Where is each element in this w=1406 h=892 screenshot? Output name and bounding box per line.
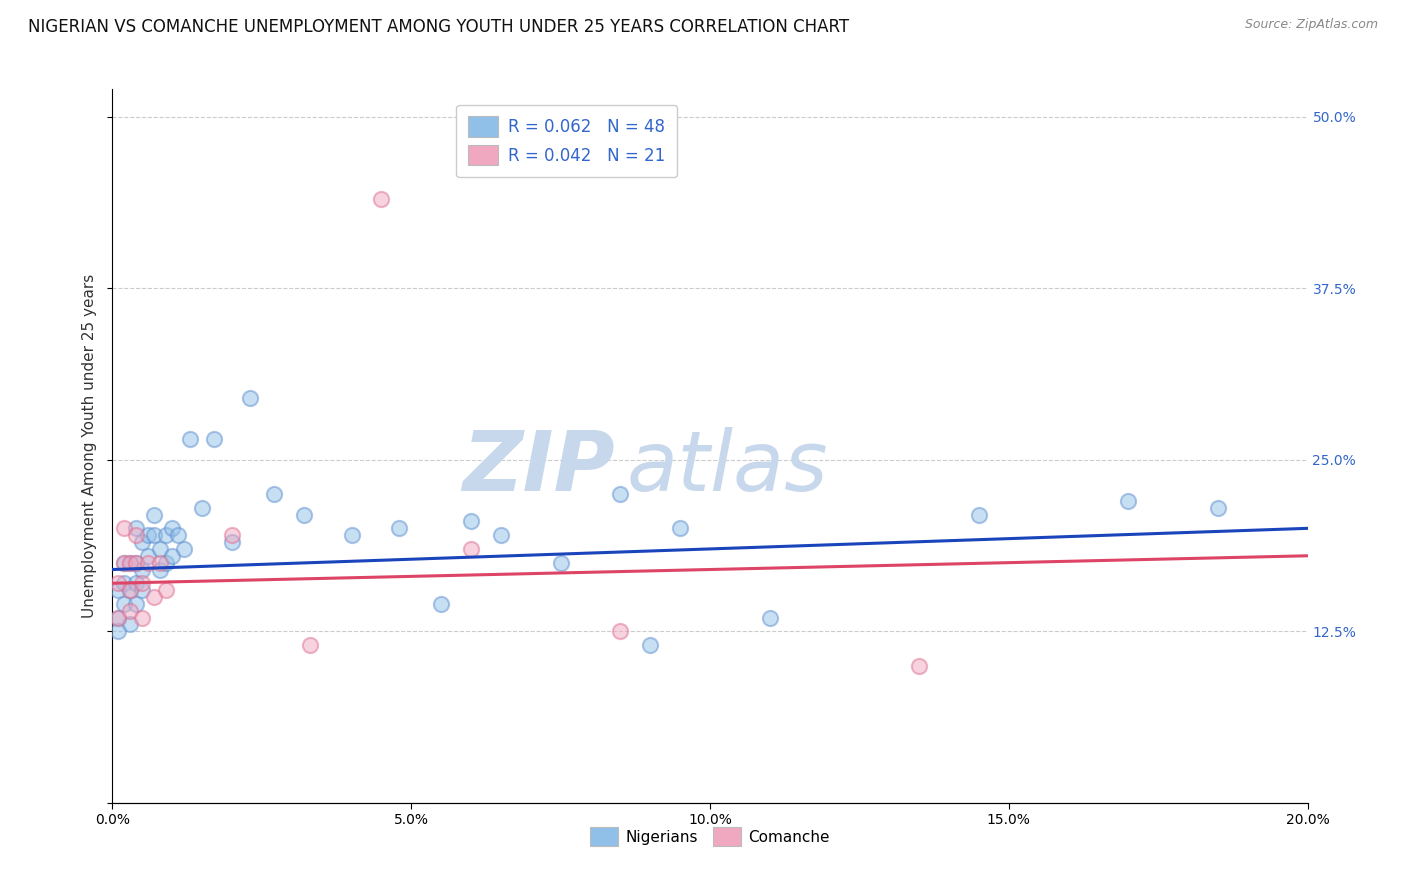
Point: [131, 562, 153, 576]
Point: [298, 638, 321, 652]
Y-axis label: Unemployment Among Youth under 25 years: Unemployment Among Youth under 25 years: [82, 274, 97, 618]
Point: [460, 515, 482, 529]
Point: [138, 528, 160, 542]
Point: [370, 192, 392, 206]
Point: [107, 576, 129, 591]
Point: [292, 508, 315, 522]
Point: [114, 576, 135, 591]
Point: [263, 487, 285, 501]
Point: [131, 610, 153, 624]
Text: ZIP: ZIP: [461, 427, 614, 508]
Point: [120, 604, 142, 618]
Point: [460, 541, 482, 556]
Point: [179, 432, 201, 446]
Point: [107, 624, 129, 639]
Point: [167, 528, 190, 542]
Point: [221, 535, 243, 549]
Point: [609, 487, 631, 501]
Point: [669, 521, 692, 535]
Text: atlas: atlas: [627, 427, 828, 508]
Point: [430, 597, 453, 611]
Point: [1206, 500, 1229, 515]
Point: [202, 432, 225, 446]
Point: [609, 624, 631, 639]
Text: NIGERIAN VS COMANCHE UNEMPLOYMENT AMONG YOUTH UNDER 25 YEARS CORRELATION CHART: NIGERIAN VS COMANCHE UNEMPLOYMENT AMONG …: [28, 18, 849, 36]
Point: [125, 556, 148, 570]
Point: [155, 556, 177, 570]
Point: [138, 549, 160, 563]
Point: [162, 549, 183, 563]
Point: [125, 521, 148, 535]
Point: [114, 521, 135, 535]
Point: [120, 583, 142, 598]
Point: [120, 583, 142, 598]
Point: [221, 528, 243, 542]
Point: [149, 541, 172, 556]
Point: [114, 556, 135, 570]
Point: [759, 610, 782, 624]
Point: [107, 610, 129, 624]
Legend: Nigerians, Comanche: Nigerians, Comanche: [583, 822, 837, 852]
Point: [550, 556, 572, 570]
Point: [143, 590, 166, 604]
Point: [107, 610, 129, 624]
Point: [120, 617, 142, 632]
Point: [125, 528, 148, 542]
Point: [489, 528, 512, 542]
Point: [155, 583, 177, 598]
Point: [107, 583, 129, 598]
Point: [149, 562, 172, 576]
Point: [114, 556, 135, 570]
Point: [162, 521, 183, 535]
Point: [114, 597, 135, 611]
Point: [1118, 494, 1140, 508]
Point: [149, 556, 172, 570]
Point: [120, 556, 142, 570]
Point: [640, 638, 662, 652]
Point: [967, 508, 990, 522]
Point: [138, 556, 160, 570]
Point: [120, 556, 142, 570]
Point: [388, 521, 411, 535]
Point: [125, 556, 148, 570]
Point: [143, 528, 166, 542]
Point: [131, 535, 153, 549]
Point: [131, 576, 153, 591]
Point: [125, 597, 148, 611]
Point: [340, 528, 363, 542]
Point: [155, 528, 177, 542]
Point: [191, 500, 214, 515]
Point: [125, 576, 148, 591]
Point: [908, 658, 931, 673]
Point: [143, 508, 166, 522]
Point: [131, 583, 153, 598]
Text: Source: ZipAtlas.com: Source: ZipAtlas.com: [1244, 18, 1378, 31]
Point: [239, 391, 262, 405]
Point: [173, 541, 195, 556]
